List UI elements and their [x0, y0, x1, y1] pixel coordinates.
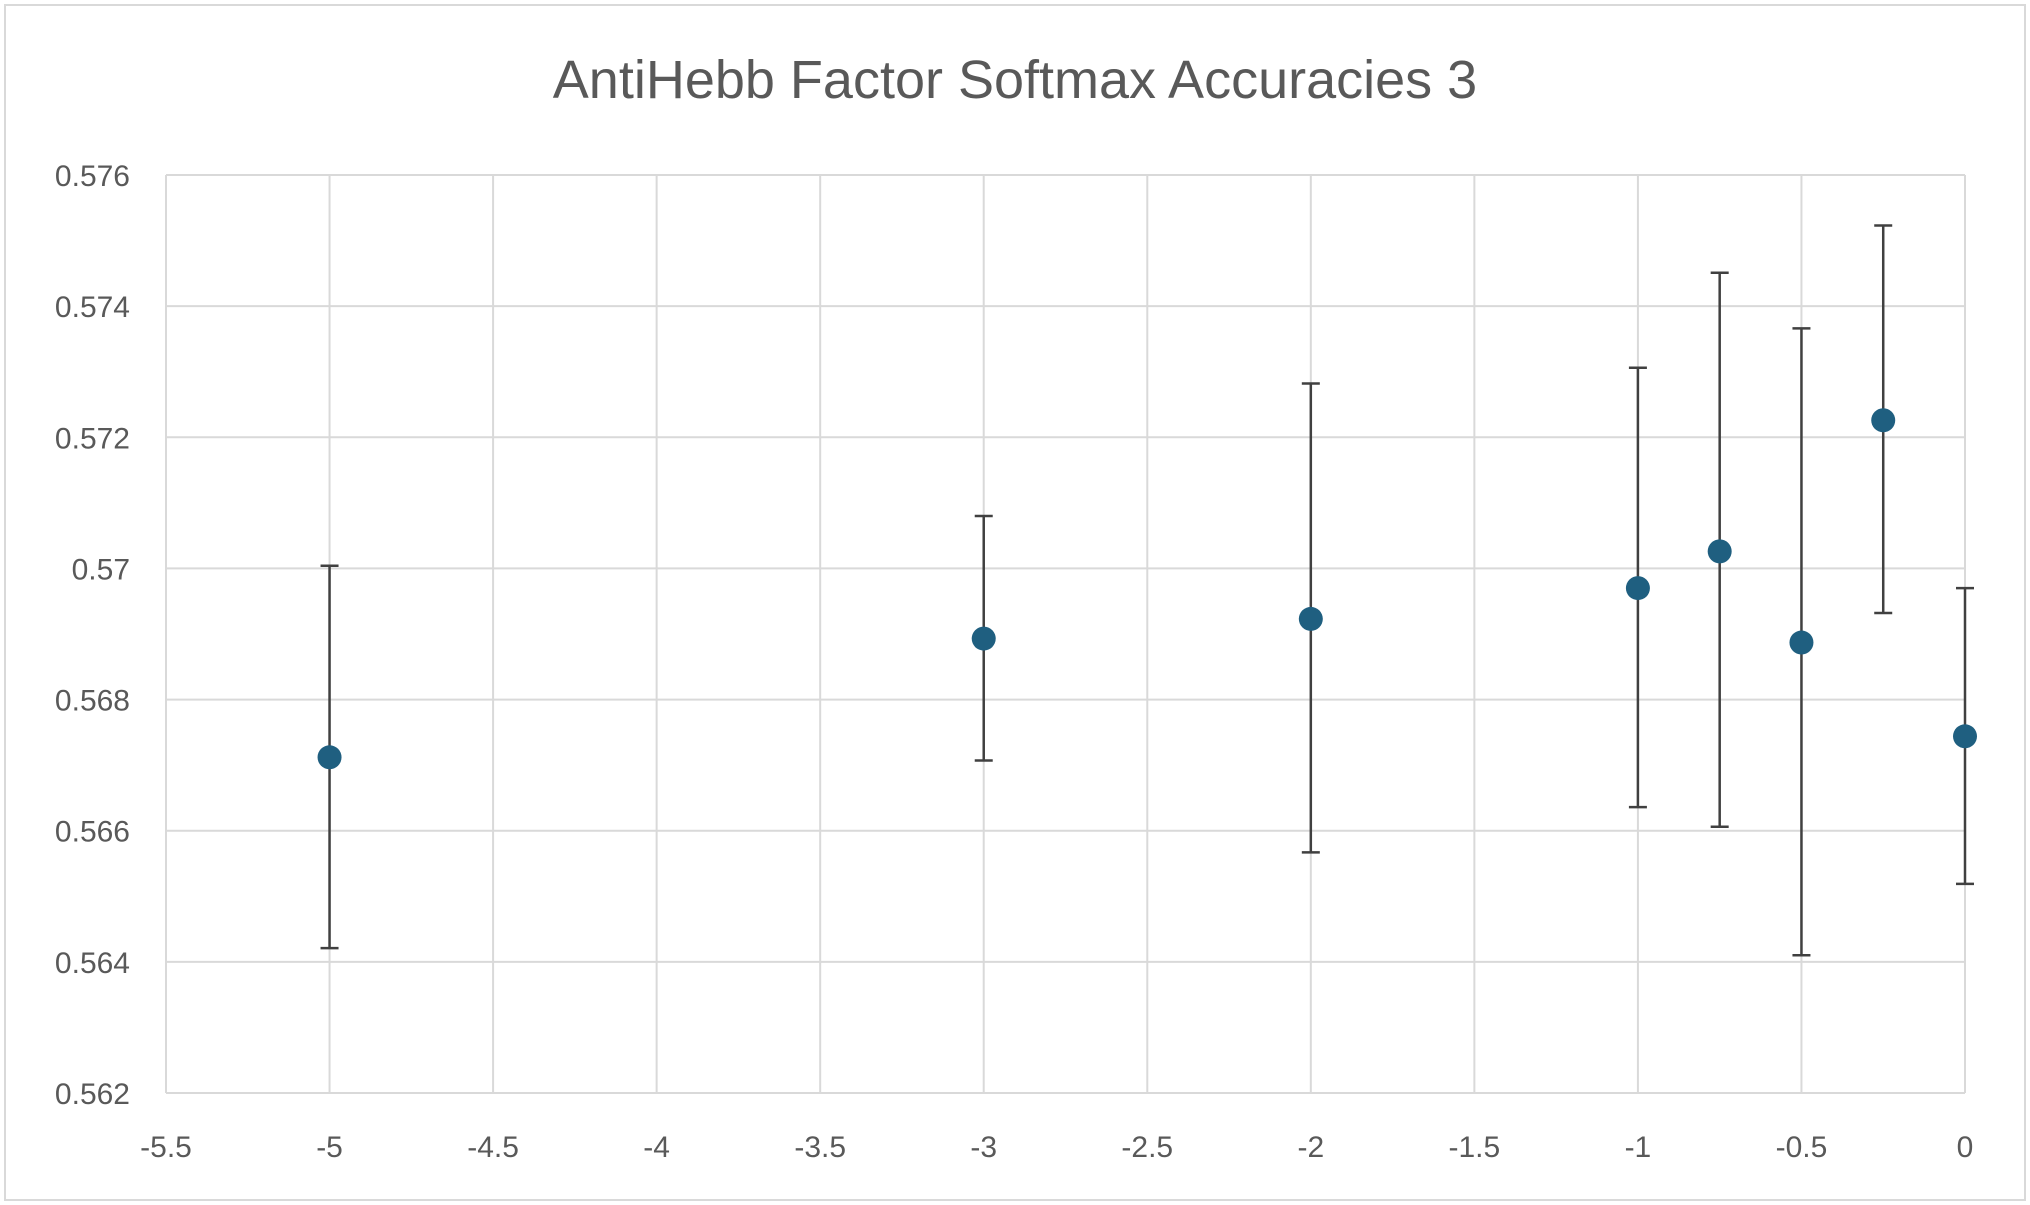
x-tick-labels: -5.5 -5 -4.5 -4 -3.5 -3 -2.5 -2 -1.5 -1 -0.5 0	[140, 1131, 1973, 1164]
x-tick-label: -0.5	[1776, 1131, 1828, 1164]
x-tick-label: -4	[643, 1131, 670, 1164]
data-point	[1298, 606, 1323, 631]
y-tick-label: 0.566	[55, 816, 130, 849]
data-point	[1871, 408, 1896, 433]
y-tick-label: 0.568	[55, 685, 130, 718]
x-tick-label: -2	[1297, 1131, 1324, 1164]
x-tick-label: -3	[970, 1131, 997, 1164]
x-tick-label: -4.5	[467, 1131, 519, 1164]
x-tick-label: -3.5	[794, 1131, 846, 1164]
chart-title: AntiHebb Factor Softmax Accuracies 3	[553, 50, 1477, 110]
data-point	[971, 626, 996, 651]
x-tick-label: -5	[316, 1131, 343, 1164]
x-tick-label: -5.5	[140, 1131, 192, 1164]
y-tick-label: 0.564	[55, 947, 130, 980]
x-tick-label: -1.5	[1449, 1131, 1501, 1164]
y-tick-label: 0.574	[55, 291, 130, 324]
y-tick-label: 0.576	[55, 160, 130, 193]
chart-border	[4, 4, 2026, 1201]
x-tick-label: -2.5	[1121, 1131, 1173, 1164]
x-tick-label: -1	[1625, 1131, 1652, 1164]
y-tick-label: 0.572	[55, 422, 130, 455]
y-tick-label: 0.562	[55, 1078, 130, 1111]
y-tick-label: 0.57	[72, 553, 130, 586]
data-point	[1707, 539, 1732, 564]
data-points	[317, 408, 1977, 770]
data-point	[1625, 576, 1650, 601]
data-point	[1953, 724, 1977, 749]
x-tick-label: 0	[1957, 1131, 1974, 1164]
data-point	[1789, 630, 1814, 655]
data-point	[317, 745, 342, 770]
y-tick-labels: 0.562 0.564 0.566 0.568 0.57 0.572 0.574 0.576	[55, 160, 130, 1111]
